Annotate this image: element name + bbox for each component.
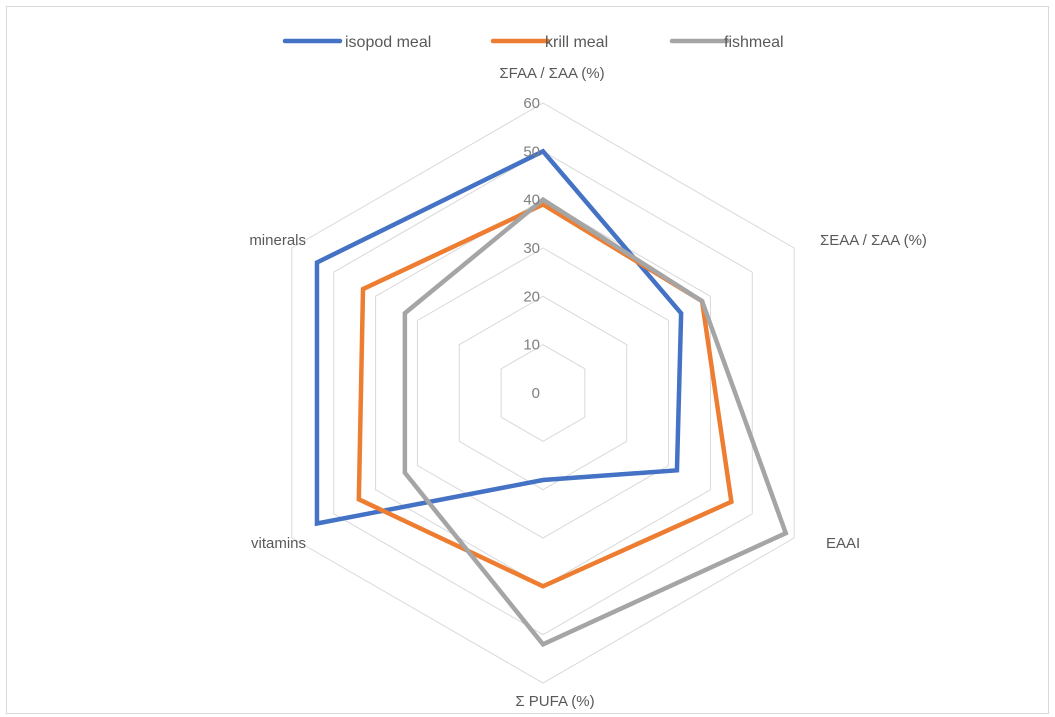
legend-label: isopod meal [345,34,431,51]
axis-labels: ΣFAA / ΣAA (%) ΣEAA / ΣAA (%) EAAI Σ PUFA (… [249,65,927,710]
tick-label: 60 [523,95,540,112]
tick-label: 30 [523,240,540,257]
legend-label: krill meal [545,34,608,51]
axis-label: EAAI [826,535,860,552]
legend-item: isopod meal [282,34,431,51]
grid-ring-30 [416,247,670,539]
grid-ring-50 [333,150,753,636]
axis-label: ΣFAA / ΣAA (%) [499,65,604,82]
tick-label: 50 [523,143,540,160]
grid-ring-60 [291,102,795,684]
series-line-isopod-meal [314,148,684,527]
axis-label: minerals [249,232,306,249]
grid-ring-10 [500,344,586,442]
tick-label: 40 [523,192,540,209]
legend-item: fishmeal [669,34,784,51]
legend: isopod meal krill meal fishmeal [282,34,784,51]
tick-label: 20 [523,288,540,305]
series-lines [314,148,789,648]
axis-label: vitamins [251,535,306,552]
series-line-fishmeal [402,196,789,648]
grid [291,102,795,684]
axis-label: ΣEAA / ΣAA (%) [820,232,927,249]
axis-label: Σ PUFA (%) [515,693,594,710]
grid-ring-20 [458,295,628,491]
tick-label: 10 [523,337,540,354]
legend-label: fishmeal [724,34,784,51]
tick-label: 0 [532,385,540,402]
series-line-krill-meal [356,201,734,589]
tick-labels: 0 10 20 30 40 50 60 [523,95,540,402]
chart-frame [6,6,1049,714]
legend-item: krill meal [490,34,608,51]
